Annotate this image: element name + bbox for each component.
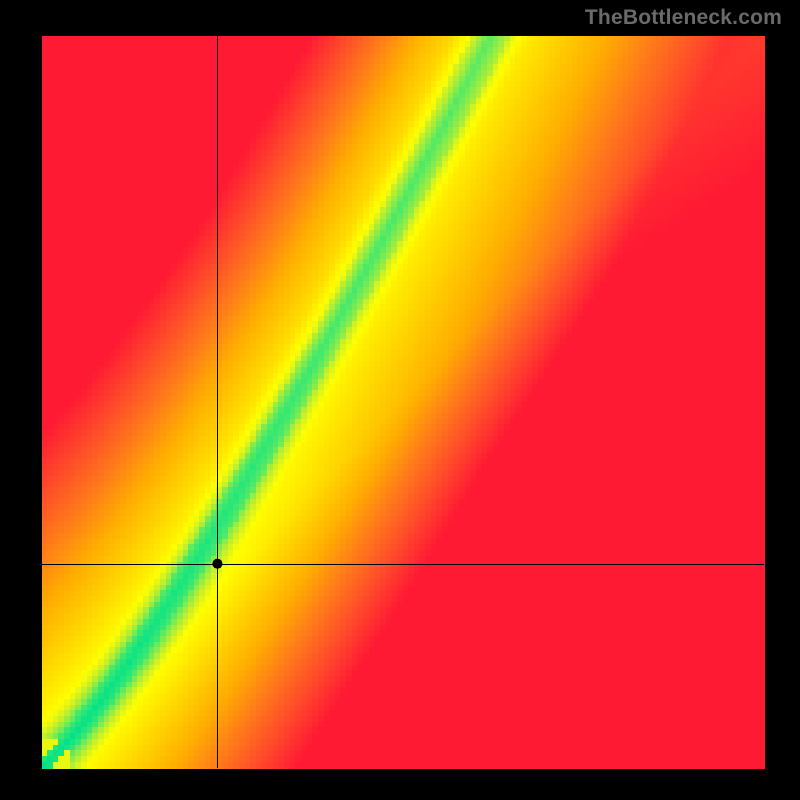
watermark-text: TheBottleneck.com xyxy=(585,6,782,30)
bottleneck-heatmap xyxy=(0,0,800,800)
chart-container: TheBottleneck.com xyxy=(0,0,800,800)
